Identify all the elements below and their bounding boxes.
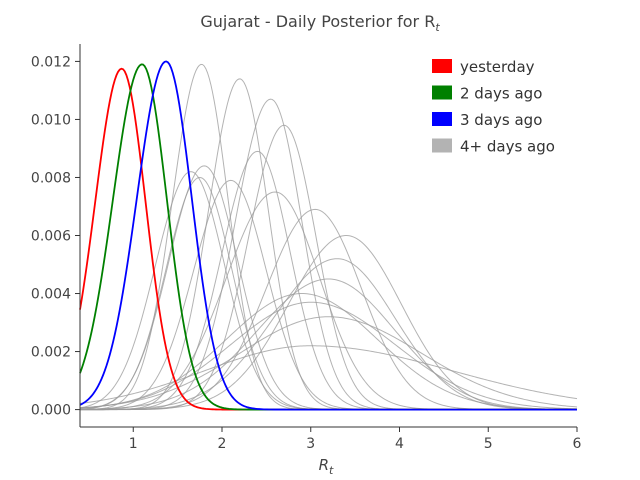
chart-title-main: Gujarat - Daily Posterior for R: [200, 12, 435, 31]
y-tick-label: 0.002: [31, 345, 71, 361]
legend-label-0: yesterday: [460, 58, 535, 76]
x-tick-label: 3: [306, 436, 315, 452]
legend-swatch-1: [432, 85, 452, 100]
series-layer: [79, 60, 578, 411]
series-line-9: [79, 171, 577, 411]
x-tick-label: 4: [395, 436, 404, 452]
y-tick-label: 0.006: [31, 229, 71, 245]
series-line-11: [79, 179, 577, 411]
chart-title: Gujarat - Daily Posterior for Rt: [200, 12, 440, 34]
legend-label-3: 4+ days ago: [460, 138, 555, 156]
y-tick-label: 0.000: [31, 403, 71, 419]
legend-swatch-3: [432, 138, 452, 153]
legend-swatch-0: [432, 59, 452, 73]
y-tick-label: 0.010: [31, 112, 71, 128]
x-tick-label: 2: [218, 436, 227, 452]
series-line-18: [79, 301, 578, 410]
series-line-10: [79, 176, 577, 411]
x-tick-label: 5: [484, 436, 493, 452]
series-line-15: [79, 258, 577, 411]
series-line-20: [79, 345, 578, 404]
x-axis-label-main: R: [319, 456, 329, 474]
y-tick-label: 0.004: [31, 287, 71, 303]
x-tick-label: 1: [129, 436, 138, 452]
x-axis-ticks: 1 2 3 4 5 6: [129, 427, 582, 452]
series-line-2: [79, 60, 577, 411]
legend-label-1: 2 days ago: [460, 85, 542, 103]
y-axis-ticks: 0.000 0.002 0.004 0.006 0.008 0.010 0.012: [31, 54, 80, 419]
x-axis-label: Rt: [319, 456, 334, 477]
series-line-19: [79, 316, 578, 409]
legend: yesterday 2 days ago 3 days ago 4+ days ago: [432, 58, 555, 156]
series-line-16: [79, 278, 578, 410]
y-tick-label: 0.012: [31, 54, 71, 70]
series-line-17: [79, 293, 578, 410]
x-tick-label: 6: [573, 436, 582, 452]
chart-title-subscript: t: [435, 21, 440, 34]
y-tick-label: 0.008: [31, 170, 71, 186]
series-line-8: [79, 165, 577, 411]
legend-swatch-2: [432, 112, 452, 126]
x-axis-label-subscript: t: [329, 464, 334, 477]
series-line-13: [80, 208, 577, 411]
legend-label-2: 3 days ago: [460, 111, 542, 129]
